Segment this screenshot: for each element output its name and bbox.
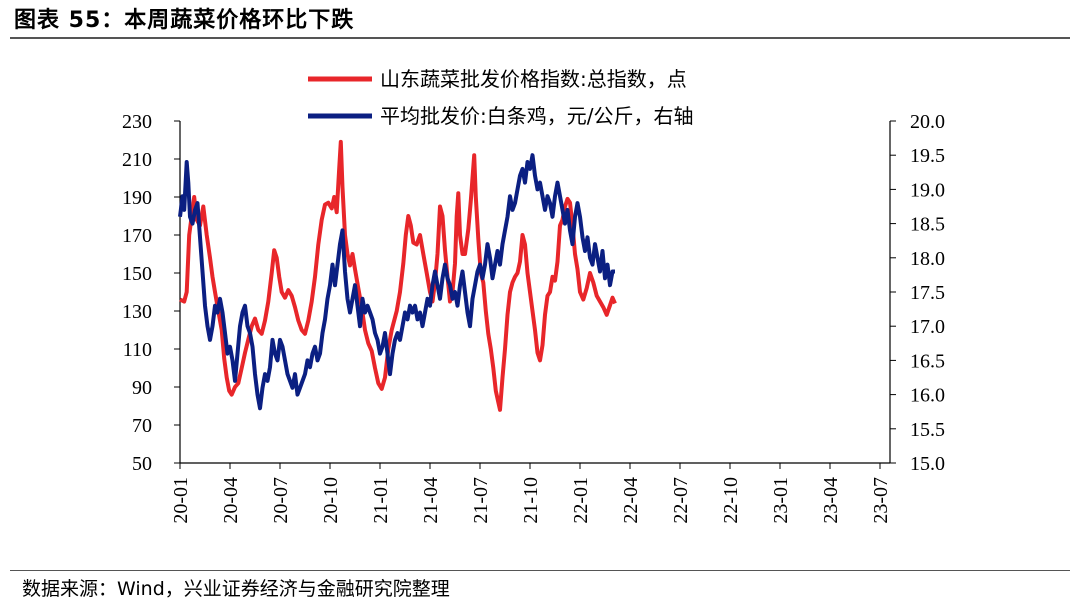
line-chart: 山东蔬菜批发价格指数:总指数，点 平均批发价:白条鸡，元/公斤，右轴 230 21… — [122, 67, 945, 524]
x-tick-label: 22-07 — [670, 477, 692, 524]
page-title: 图表 55：本周蔬菜价格环比下跌 — [14, 8, 355, 33]
y-left-tick-label: 170 — [122, 225, 152, 247]
y-right-tick-label: 16.0 — [910, 385, 945, 407]
y-left-tick-label: 210 — [122, 149, 152, 171]
y-right-tick-label: 19.5 — [910, 145, 945, 167]
x-tick-label: 23-01 — [770, 477, 792, 524]
x-tick-label: 21-07 — [470, 477, 492, 524]
series-line-chicken-price — [178, 153, 615, 411]
x-tick-label: 22-04 — [620, 477, 642, 524]
y-right-tick-label: 15.5 — [910, 419, 945, 441]
series-layer — [178, 139, 617, 412]
x-tick-label: 20-01 — [170, 477, 192, 524]
x-tick-label: 23-04 — [820, 477, 842, 524]
y-right-tick-label: 18.5 — [910, 214, 945, 236]
y-right-tick-label: 20.0 — [910, 111, 945, 133]
x-tick-label: 20-10 — [320, 477, 342, 524]
title-divider — [10, 37, 1070, 39]
y-right-tick-label: 19.0 — [910, 179, 945, 201]
y-left-tick-label: 50 — [132, 453, 152, 475]
y-right-tick-label: 18.0 — [910, 248, 945, 270]
y-left-tick-label: 70 — [132, 415, 152, 437]
x-tick-label: 21-10 — [520, 477, 542, 524]
x-tick-label: 20-04 — [220, 477, 242, 524]
y-left-tick-label: 230 — [122, 111, 152, 133]
series-line-vegetable-index — [179, 139, 617, 412]
x-tick-label: 22-10 — [720, 477, 742, 524]
y-right-tick-label: 16.5 — [910, 350, 945, 372]
axes: 230 210 190 170 150 130 110 90 70 50 20.0 19.5 19.0 1… — [122, 111, 945, 524]
legend: 山东蔬菜批发价格指数:总指数，点 平均批发价:白条鸡，元/公斤，右轴 — [308, 67, 693, 128]
y-right-tick-label: 17.5 — [910, 282, 945, 304]
y-left-tick-label: 150 — [122, 263, 152, 285]
y-left-tick-label: 130 — [122, 301, 152, 323]
x-tick-label: 21-04 — [420, 477, 442, 524]
y-right-tick-label: 17.0 — [910, 316, 945, 338]
x-tick-label: 20-07 — [270, 477, 292, 524]
y-left-tick-label: 110 — [123, 339, 152, 361]
y-left-tick-label: 190 — [122, 187, 152, 209]
legend-label-chicken: 平均批发价:白条鸡，元/公斤，右轴 — [380, 104, 693, 128]
legend-label-vegetable: 山东蔬菜批发价格指数:总指数，点 — [380, 67, 687, 91]
x-tick-label: 23-07 — [870, 477, 892, 524]
y-left-tick-label: 90 — [132, 377, 152, 399]
source-note: 数据来源：Wind，兴业证券经济与金融研究院整理 — [22, 578, 450, 600]
y-right-tick-label: 15.0 — [910, 453, 945, 475]
x-tick-label: 21-01 — [370, 477, 392, 524]
footer-divider — [10, 570, 1070, 571]
x-tick-label: 22-01 — [570, 477, 592, 524]
